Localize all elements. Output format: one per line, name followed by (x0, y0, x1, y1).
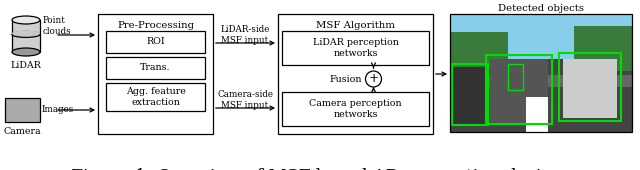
Text: Camera-side
MSF input: Camera-side MSF input (217, 90, 273, 110)
FancyBboxPatch shape (450, 59, 632, 132)
FancyBboxPatch shape (106, 57, 205, 79)
Text: Camera perception
networks: Camera perception networks (309, 99, 402, 119)
FancyBboxPatch shape (450, 32, 508, 70)
Text: Pre-Processing: Pre-Processing (117, 21, 194, 30)
Ellipse shape (12, 16, 40, 24)
FancyBboxPatch shape (98, 14, 213, 134)
FancyBboxPatch shape (450, 14, 632, 59)
FancyBboxPatch shape (490, 59, 548, 124)
Ellipse shape (12, 30, 40, 36)
Text: Camera: Camera (4, 127, 42, 136)
Ellipse shape (12, 48, 40, 56)
Circle shape (365, 71, 381, 87)
FancyBboxPatch shape (450, 75, 632, 87)
FancyBboxPatch shape (452, 67, 484, 126)
FancyBboxPatch shape (278, 14, 433, 134)
Text: Images: Images (42, 106, 74, 115)
FancyBboxPatch shape (106, 83, 205, 111)
FancyBboxPatch shape (106, 31, 205, 53)
Ellipse shape (12, 31, 40, 37)
FancyBboxPatch shape (5, 98, 40, 122)
FancyBboxPatch shape (282, 31, 429, 65)
Text: Point
clouds: Point clouds (43, 16, 72, 36)
Text: Trans.: Trans. (140, 64, 171, 72)
FancyBboxPatch shape (563, 59, 618, 118)
Text: LiDAR-side
MSF input: LiDAR-side MSF input (220, 25, 269, 45)
Text: +: + (369, 72, 379, 86)
Text: LiDAR perception
networks: LiDAR perception networks (312, 38, 399, 58)
Text: ROI: ROI (146, 38, 165, 47)
Text: Figure 1: Overview of MSF-based AD perception design.: Figure 1: Overview of MSF-based AD perce… (71, 168, 569, 170)
Text: Agg. feature
extraction: Agg. feature extraction (125, 87, 186, 107)
FancyBboxPatch shape (527, 97, 548, 132)
FancyBboxPatch shape (574, 26, 632, 71)
FancyBboxPatch shape (12, 20, 40, 52)
Text: Detected objects: Detected objects (498, 4, 584, 13)
Text: Fusion: Fusion (329, 74, 362, 83)
Text: LiDAR: LiDAR (11, 61, 42, 70)
FancyBboxPatch shape (282, 92, 429, 126)
Text: MSF Algorithm: MSF Algorithm (316, 21, 395, 30)
